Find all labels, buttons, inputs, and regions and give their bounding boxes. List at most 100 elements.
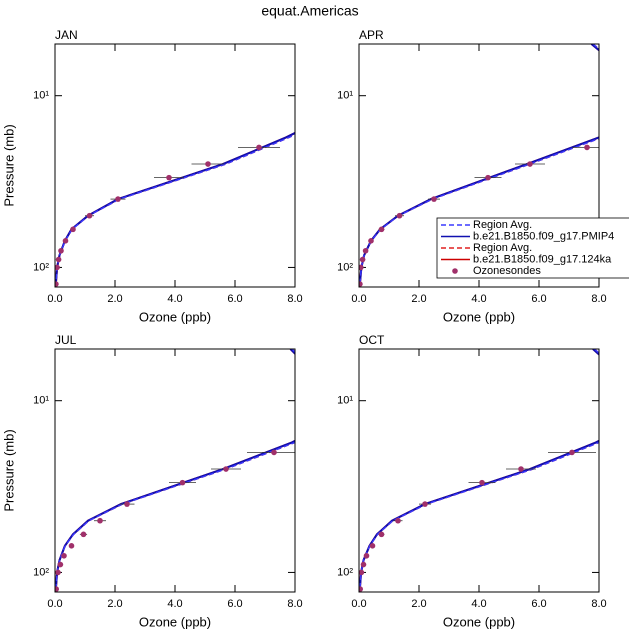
plot-frame: [358, 348, 600, 593]
ozonesonde-point: [68, 543, 75, 549]
ozonesonde-point: [378, 226, 385, 233]
model-line: [359, 349, 599, 592]
model-line: [55, 349, 295, 592]
ozonesonde-point: [479, 479, 485, 486]
ozonesonde-point: [57, 561, 64, 568]
x-tick-label: 8.0: [591, 598, 606, 610]
model-line: [359, 349, 599, 592]
ozonesonde-point: [124, 501, 130, 507]
panel-title: JUL: [55, 333, 77, 347]
ozonesonde-point: [205, 161, 211, 167]
ozonesonde-point: [80, 531, 87, 538]
ozonesonde-point: [360, 561, 367, 568]
y-tick-label: 10¹: [33, 395, 49, 407]
ozonesonde-point: [55, 281, 59, 287]
ozonesonde-point: [359, 586, 363, 592]
plot-area: [55, 349, 295, 592]
plot-area: [55, 131, 295, 287]
x-tick-label: 4.0: [471, 293, 486, 305]
model-line: [359, 349, 599, 592]
y-tick-label: 10¹: [337, 90, 353, 102]
plot-frame: [54, 348, 296, 593]
legend-label: Ozonesondes: [473, 265, 541, 277]
panel-title: APR: [359, 28, 384, 42]
ozonesonde-point: [115, 196, 121, 202]
ozonesonde-point: [363, 552, 370, 559]
ozonesonde-point: [359, 264, 364, 271]
ozonesonde-point: [256, 144, 262, 151]
ozonesonde-point: [61, 552, 67, 559]
ozonesonde-point: [369, 543, 376, 549]
plot-frame: [54, 43, 296, 288]
ozonesonde-point: [55, 256, 62, 263]
x-tick-label: 4.0: [471, 598, 486, 610]
y-tick-label: 10¹: [337, 395, 353, 407]
plot-frame: [358, 43, 600, 288]
plot-area: [359, 349, 599, 592]
x-tick-label: 2.0: [107, 598, 122, 610]
ozonesonde-point: [58, 247, 64, 254]
ozonesonde-point: [55, 569, 61, 576]
y-axis-label: Pressure (mb): [1, 124, 16, 206]
x-tick-label: 2.0: [411, 598, 426, 610]
x-tick-label: 4.0: [167, 293, 182, 305]
ozonesonde-point: [396, 212, 403, 219]
ozonesonde-point: [179, 479, 186, 486]
legend-label: b.e21.B1850.f09_g17.PMIP4: [473, 230, 614, 242]
ozonesonde-point: [359, 256, 366, 263]
ozonesonde-point: [518, 466, 524, 472]
ozonesonde-point: [485, 174, 491, 181]
y-tick-label: 10²: [337, 261, 353, 273]
ozonesonde-point: [362, 247, 369, 254]
x-axis-label: Ozone (ppb): [139, 614, 211, 629]
x-tick-label: 2.0: [411, 293, 426, 305]
ozonesonde-point: [431, 196, 437, 202]
ozonesonde-point: [70, 226, 76, 233]
model-line: [55, 349, 295, 592]
x-tick-label: 0.0: [351, 293, 366, 305]
plot-area: [359, 44, 599, 287]
x-tick-label: 2.0: [107, 293, 122, 305]
y-tick-label: 10¹: [33, 90, 49, 102]
x-tick-label: 6.0: [227, 598, 242, 610]
panel-title: JAN: [55, 28, 78, 42]
ozonesonde-point: [569, 449, 575, 456]
legend-label: Region Avg.: [473, 219, 532, 231]
ozonesonde-point: [395, 517, 401, 524]
model-line: [359, 349, 599, 592]
ozonesonde-point: [527, 161, 533, 167]
model-line: [55, 349, 295, 592]
model-line: [55, 133, 295, 287]
model-line: [55, 349, 295, 592]
ozonesonde-point: [166, 174, 172, 181]
x-axis-label: Ozone (ppb): [139, 309, 211, 324]
model-line: [55, 131, 295, 287]
x-tick-label: 6.0: [227, 293, 242, 305]
x-axis-label: Ozone (ppb): [443, 614, 515, 629]
y-tick-label: 10²: [33, 261, 49, 273]
model-line: [55, 131, 295, 287]
x-tick-label: 8.0: [287, 293, 302, 305]
x-tick-label: 6.0: [531, 598, 546, 610]
y-axis-label: Pressure (mb): [1, 429, 16, 511]
legend-label: Region Avg.: [473, 242, 532, 254]
x-tick-label: 6.0: [531, 293, 546, 305]
ozonesonde-point: [359, 569, 365, 576]
legend-marker: [452, 268, 458, 274]
x-tick-label: 0.0: [47, 293, 62, 305]
ozonesonde-point: [584, 144, 590, 151]
ozonesonde-point: [86, 212, 93, 219]
y-tick-label: 10²: [33, 566, 49, 578]
ozonesonde-point: [422, 501, 428, 507]
model-line: [55, 133, 295, 287]
ozonesonde-point: [359, 281, 363, 287]
x-tick-label: 0.0: [47, 598, 62, 610]
x-tick-label: 8.0: [591, 293, 606, 305]
ozonesonde-point: [55, 586, 59, 592]
legend-label: b.e21.B1850.f09_g17.124ka: [473, 253, 612, 265]
ozonesonde-point: [368, 238, 374, 244]
ozonesonde-point: [378, 531, 385, 538]
x-tick-label: 8.0: [287, 598, 302, 610]
x-axis-label: Ozone (ppb): [443, 309, 515, 324]
